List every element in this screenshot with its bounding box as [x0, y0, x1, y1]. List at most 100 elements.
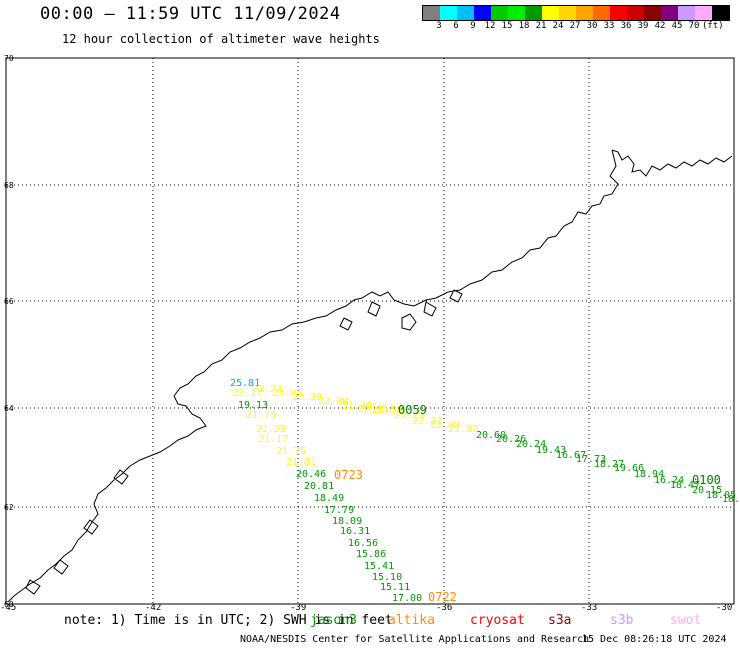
satellite-legend-item: s3a — [548, 613, 572, 628]
satellite-legend-item: swot — [670, 613, 702, 628]
wave-height-label: 15.41 — [364, 561, 394, 572]
color-swatch — [491, 6, 508, 20]
wave-height-label: 20.15 — [692, 485, 722, 496]
wave-height-label: 22.25 — [394, 410, 424, 421]
color-swatch — [576, 6, 593, 20]
wave-height-label: 20.46 — [296, 469, 326, 480]
wave-height-label: 15.11 — [380, 582, 410, 593]
color-swatch — [593, 6, 610, 20]
map-subtitle: 12 hour collection of altimeter wave hei… — [62, 32, 380, 46]
color-scale-label: 18 — [518, 21, 530, 31]
wave-height-label: 16.67 — [556, 450, 586, 461]
color-scale-bar — [422, 5, 730, 21]
color-swatch — [678, 6, 695, 20]
color-scale-label: 30 — [586, 21, 598, 31]
wave-height-label: 22.08 — [430, 420, 460, 431]
wave-height-label: 16.31 — [340, 526, 370, 537]
map-title: 00:00 – 11:59 UTC 11/09/2024 — [40, 4, 341, 24]
color-scale-label: 45 — [671, 21, 683, 31]
color-scale-label: 70 — [688, 21, 700, 31]
lon-label: -33 — [581, 603, 597, 613]
wave-height-label: 20.26 — [496, 434, 526, 445]
latitude-labels: 70 68 66 64 62 60 — [4, 54, 14, 609]
wave-height-label: 18.27 — [594, 459, 624, 470]
wave-height-label: 17.73 — [576, 454, 606, 465]
wave-height-label: 21.75 — [276, 446, 306, 457]
wave-height-label: 18.47 — [670, 480, 700, 491]
wave-height-label: 18.09 — [332, 516, 362, 527]
color-swatch — [525, 6, 542, 20]
wave-height-label: 19.13 — [238, 400, 268, 411]
satellite-legend-item: cryosat — [470, 613, 525, 628]
wave-height-label: 21.81 — [286, 457, 316, 468]
color-swatch — [627, 6, 644, 20]
wave-height-label: 18. — [722, 494, 740, 505]
satellite-tracks: 25.8123.2423.8522.3822.0021.4822.0522.58… — [230, 378, 740, 604]
color-swatch — [695, 6, 712, 20]
lon-label: -36 — [436, 603, 452, 613]
lat-label: 68 — [4, 181, 14, 190]
color-scale-label: 12 — [484, 21, 496, 31]
wave-height-label: 17.79 — [324, 505, 354, 516]
color-scale-label: 27 — [569, 21, 581, 31]
color-scale-label: 36 — [620, 21, 632, 31]
lat-label: 64 — [4, 404, 14, 413]
generated-timestamp: 15 Dec 08:26:18 UTC 2024 — [582, 634, 727, 645]
wave-height-label: 22.00 — [318, 396, 348, 407]
wave-height-label: 22.17 — [232, 388, 262, 399]
lon-label: -30 — [716, 603, 732, 613]
track-time-label: 0059 — [398, 403, 427, 417]
wave-height-label: 19.66 — [614, 463, 644, 474]
wave-height-label: 17.00 — [392, 593, 422, 604]
greenland-coastline — [7, 149, 733, 603]
lon-label: -45 — [0, 603, 16, 613]
wave-height-label: 21.28 — [256, 424, 286, 435]
color-swatch — [440, 6, 457, 20]
wave-height-label: 21.75 — [246, 410, 276, 421]
color-scale-label: 15 — [501, 21, 513, 31]
track-time-label: 0723 — [334, 468, 363, 482]
color-scale-label: 3 — [436, 21, 442, 31]
satellite-legend-item: s3b — [610, 613, 634, 628]
lon-label: -39 — [290, 603, 306, 613]
wave-height-label: 16.24 — [654, 475, 684, 486]
color-scale-label: 33 — [603, 21, 615, 31]
track-time-label: 0100 — [692, 473, 721, 487]
color-swatch — [474, 6, 491, 20]
color-scale-label: 21 — [535, 21, 547, 31]
wave-height-label: 18.49 — [314, 493, 344, 504]
wave-height-label: 20.60 — [476, 430, 506, 441]
wave-height-label: 22.05 — [358, 404, 388, 415]
wave-height-label: 16.56 — [348, 538, 378, 549]
color-scale-label: 9 — [470, 21, 476, 31]
lat-label: 60 — [4, 600, 14, 609]
color-swatch — [661, 6, 678, 20]
wave-height-label: 20.81 — [304, 481, 334, 492]
wave-height-label: 19.43 — [536, 445, 566, 456]
plot-frame — [5, 57, 735, 605]
satellite-legend-item: altika — [388, 613, 435, 628]
wave-height-label: 23.24 — [252, 384, 282, 395]
lat-label: 70 — [4, 54, 14, 63]
lat-label: 66 — [4, 297, 14, 306]
color-swatch — [457, 6, 474, 20]
wave-height-label: 23.85 — [272, 388, 302, 399]
credit-line: NOAA/NESDIS Center for Satellite Applica… — [240, 634, 590, 645]
wave-height-label: 22.27 — [412, 416, 442, 427]
color-scale-label: 39 — [637, 21, 649, 31]
color-scale-label: 24 — [552, 21, 564, 31]
wave-height-label: 22.58 — [372, 405, 402, 416]
color-swatch — [559, 6, 576, 20]
coastline-path — [7, 149, 733, 603]
wave-height-label: 15.10 — [372, 572, 402, 583]
wave-height-label: 15.86 — [356, 549, 386, 560]
wave-height-label: 20.24 — [516, 439, 546, 450]
color-scale-label: 42 — [654, 21, 666, 31]
color-swatch — [542, 6, 559, 20]
satellite-legend-item: jason3 — [310, 613, 357, 628]
color-swatch — [712, 6, 729, 20]
color-scale-label: (ft) — [702, 21, 724, 31]
graticule-grid — [6, 58, 734, 604]
